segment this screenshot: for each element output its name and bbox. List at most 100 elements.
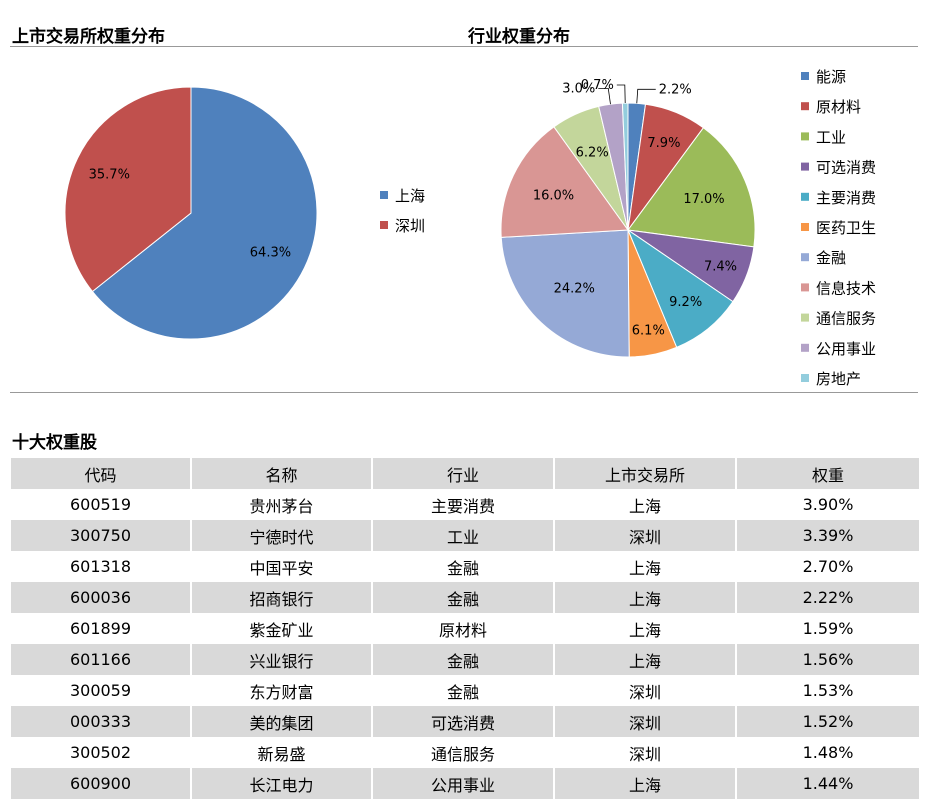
legend-swatch-3 xyxy=(801,132,809,141)
data-label-1: 64.3% xyxy=(250,245,291,260)
top-divider xyxy=(10,46,918,47)
cell-code: 300502 xyxy=(11,737,192,768)
cell-exchange: 深圳 xyxy=(555,737,737,768)
industry-pie-chart: 2.2% 7.9% 17.0% 7.4% 9.2% 6.1% 24.2% 16.0% 6.2% 3… xyxy=(500,78,756,358)
leader-line-10 xyxy=(598,87,611,105)
table-row: 300750 宁德时代 工业 深圳 3.39% xyxy=(11,520,919,551)
exchange-pie-chart: 64.3% 35.7% xyxy=(64,86,318,340)
cell-industry: 金融 xyxy=(373,582,555,613)
table-row: 601899 紫金矿业 原材料 上海 1.59% xyxy=(11,613,919,644)
legend-swatch-4 xyxy=(801,162,809,171)
legend-entry-3: 工业 xyxy=(816,128,846,146)
table-row: 600900 长江电力 公用事业 上海 1.44% xyxy=(11,768,919,799)
legend-entry-6: 医药卫生 xyxy=(816,219,876,237)
data-label-1: 2.2% xyxy=(659,82,692,97)
cell-weight: 3.90% xyxy=(802,495,854,514)
legend-entry-10: 公用事业 xyxy=(816,340,876,358)
data-label-6: 6.1% xyxy=(632,324,665,339)
cell-industry: 原材料 xyxy=(373,613,555,644)
cell-industry: 工业 xyxy=(373,520,555,551)
data-label-4: 7.4% xyxy=(704,259,737,274)
cell-code: 601318 xyxy=(11,551,192,582)
legend-swatch-6 xyxy=(801,223,809,231)
legend-entry-2: 原材料 xyxy=(816,98,861,116)
cell-industry: 可选消费 xyxy=(373,706,555,737)
cell-name: 中国平安 xyxy=(192,551,373,582)
data-label-5: 9.2% xyxy=(669,295,702,310)
cell-exchange: 上海 xyxy=(555,768,737,799)
legend-swatch-1 xyxy=(801,72,809,80)
table-row: 601166 兴业银行 金融 上海 1.56% xyxy=(11,644,919,675)
data-label-8: 16.0% xyxy=(533,188,574,203)
legend-entry-1: 能源 xyxy=(816,68,846,86)
cell-exchange: 深圳 xyxy=(555,520,737,551)
cell-name: 紫金矿业 xyxy=(192,613,373,644)
cell-industry: 通信服务 xyxy=(373,737,555,768)
legend-entry-8: 信息技术 xyxy=(816,279,876,297)
legend-swatch-2 xyxy=(380,221,388,229)
leader-line-1 xyxy=(636,88,656,104)
legend-entry-5: 主要消费 xyxy=(816,189,876,207)
industry-weight-title: 行业权重分布 xyxy=(468,27,570,47)
cell-industry: 公用事业 xyxy=(373,768,555,799)
column-header-weight: 权重 xyxy=(811,465,844,485)
legend-entry-9: 通信服务 xyxy=(816,310,876,328)
data-label-3: 17.0% xyxy=(683,192,724,207)
cell-name: 宁德时代 xyxy=(192,520,373,551)
column-header-code: 代码 xyxy=(11,458,192,489)
cell-name: 长江电力 xyxy=(192,768,373,799)
pie-slice-8 xyxy=(500,126,629,238)
data-label-11: 0.7% xyxy=(581,78,614,93)
middle-divider xyxy=(10,392,918,393)
cell-exchange: 深圳 xyxy=(555,706,737,737)
cell-exchange: 上海 xyxy=(555,613,737,644)
leader-line-11 xyxy=(616,84,626,104)
cell-exchange: 深圳 xyxy=(555,675,737,706)
cell-weight: 1.56% xyxy=(802,650,854,669)
table-row: 000333 美的集团 可选消费 深圳 1.52% xyxy=(11,706,919,737)
cell-weight: 1.48% xyxy=(802,743,854,762)
cell-weight: 1.52% xyxy=(802,712,854,731)
cell-industry: 主要消费 xyxy=(373,489,555,520)
cell-weight: 1.59% xyxy=(802,619,854,638)
legend-swatch-11 xyxy=(801,374,809,382)
table-row: 300502 新易盛 通信服务 深圳 1.48% xyxy=(11,737,919,768)
data-label-10: 3.0% xyxy=(562,81,595,96)
legend-entry-11: 房地产 xyxy=(816,370,861,388)
top10-title: 十大权重股 xyxy=(12,433,97,453)
cell-code: 600900 xyxy=(11,768,192,799)
cell-code: 601899 xyxy=(11,613,192,644)
cell-name: 东方财富 xyxy=(192,675,373,706)
cell-industry: 金融 xyxy=(373,675,555,706)
pie-slice-7 xyxy=(500,229,630,358)
cell-code: 601166 xyxy=(11,644,192,675)
cell-weight: 2.22% xyxy=(802,588,854,607)
legend-entry-2: 深圳 xyxy=(395,217,425,235)
column-header-industry: 行业 xyxy=(373,458,555,489)
top10-table: 代码 名称 行业 上市交易所 权重 600519 贵州茅台 主要消费 上海 3.90% 3… xyxy=(11,458,919,799)
pie-slice-3 xyxy=(627,127,756,248)
cell-name: 招商银行 xyxy=(192,582,373,613)
legend-swatch-8 xyxy=(801,283,809,292)
cell-name: 贵州茅台 xyxy=(192,489,373,520)
cell-code: 300059 xyxy=(11,675,192,706)
data-label-7: 24.2% xyxy=(554,282,595,297)
table-row: 601318 中国平安 金融 上海 2.70% xyxy=(11,551,919,582)
cell-exchange: 上海 xyxy=(555,551,737,582)
legend-swatch-9 xyxy=(801,313,809,322)
pie-slice-2 xyxy=(64,86,192,293)
table-row: 600036 招商银行 金融 上海 2.22% xyxy=(11,582,919,613)
cell-name: 新易盛 xyxy=(192,737,373,768)
table-header-row: 代码 名称 行业 上市交易所 权重 xyxy=(11,458,919,489)
cell-exchange: 上海 xyxy=(555,489,737,520)
cell-code: 000333 xyxy=(11,706,192,737)
data-label-2: 35.7% xyxy=(89,168,130,183)
column-header-name: 名称 xyxy=(192,458,373,489)
legend-swatch-1 xyxy=(380,191,388,199)
cell-industry: 金融 xyxy=(373,644,555,675)
column-header-exchange: 上市交易所 xyxy=(555,458,737,489)
cell-exchange: 上海 xyxy=(555,582,737,613)
